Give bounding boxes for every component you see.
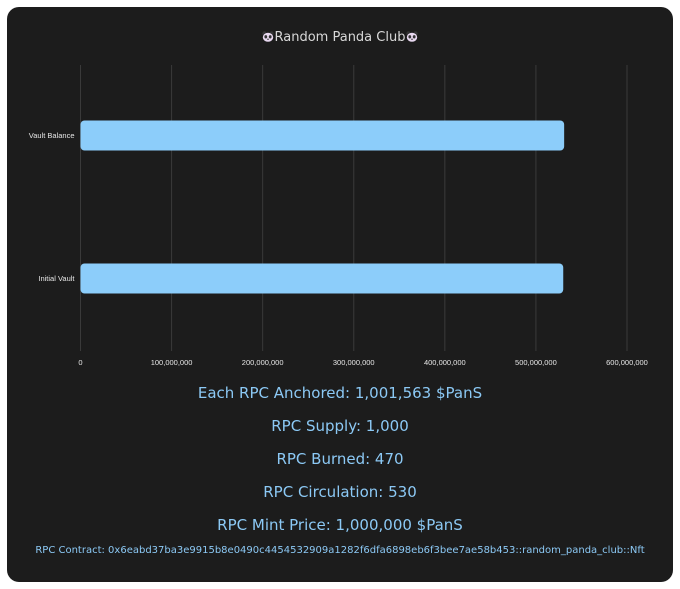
y-category-label: Initial Vault (38, 274, 75, 283)
panel-card: Random Panda Club 0 100,000,000 200,000,00… (7, 7, 673, 582)
x-tick-label: 400,000,000 (424, 358, 466, 367)
x-tick-label: 600,000,000 (606, 358, 648, 367)
x-tick-label: 200,000,000 (242, 358, 284, 367)
anchored-stat: Each RPC Anchored: 1,001,563 $PanS (197, 384, 483, 402)
circulation-stat: RPC Circulation: 530 (263, 483, 417, 501)
x-tick-label: 500,000,000 (515, 358, 557, 367)
chart-title-text: Random Panda Club (274, 30, 406, 45)
x-tick-label: 100,000,000 (151, 358, 193, 367)
supply-stat: RPC Supply: 1,000 (271, 417, 409, 435)
panda-face-icon (406, 31, 419, 46)
contract-address: RPC Contract: 0x6eabd37ba3e9915b8e0490c4… (35, 545, 645, 556)
burned-stat: RPC Burned: 470 (276, 450, 404, 468)
chart-title: Random Panda Club (7, 30, 673, 46)
bar-chart: 0 100,000,000 200,000,000 300,000,000 400,00… (29, 65, 648, 367)
x-tick-label: 300,000,000 (333, 358, 375, 367)
panda-face-icon (261, 31, 274, 46)
y-category-label: Vault Balance (29, 131, 75, 140)
x-tick-label: 0 (78, 358, 82, 367)
mint-price-stat: RPC Mint Price: 1,000,000 $PanS (217, 516, 463, 534)
bar (80, 120, 565, 151)
bar (80, 263, 564, 294)
